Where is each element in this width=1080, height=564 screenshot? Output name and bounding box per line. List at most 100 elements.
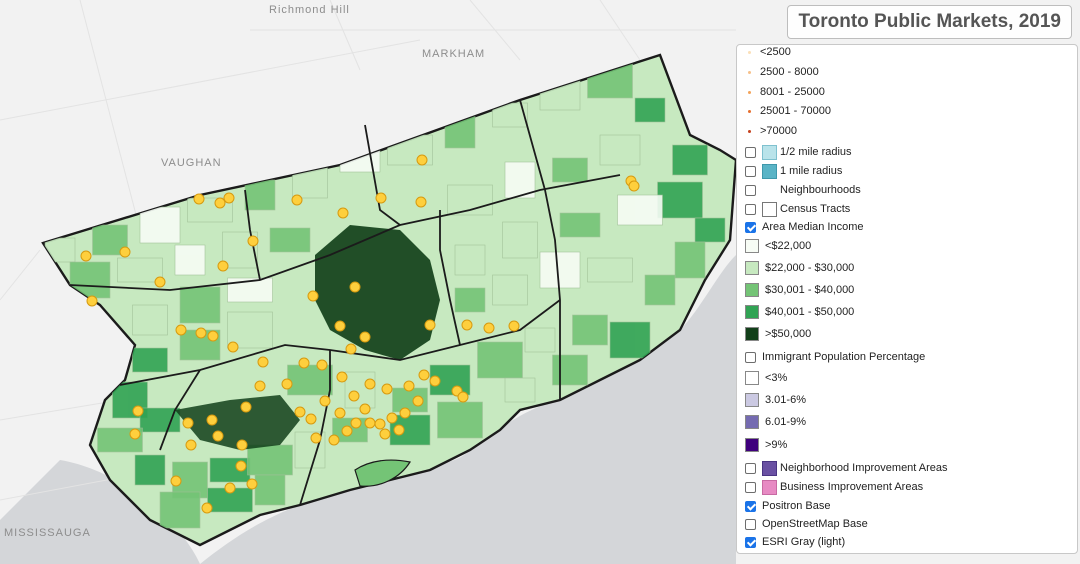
layer-toggle-census-tracts[interactable]: Census Tracts [745, 200, 850, 218]
market-marker[interactable] [319, 395, 331, 407]
market-marker[interactable] [359, 331, 371, 343]
market-marker[interactable] [195, 327, 207, 339]
market-marker[interactable] [379, 428, 391, 440]
market-marker[interactable] [334, 407, 346, 419]
market-marker[interactable] [236, 439, 248, 451]
market-marker[interactable] [374, 418, 386, 430]
layer-checkbox-checked[interactable] [745, 536, 756, 548]
market-marker[interactable] [291, 194, 303, 206]
market-marker[interactable] [307, 290, 319, 302]
market-marker[interactable] [348, 390, 360, 402]
market-marker[interactable] [227, 341, 239, 353]
layer-checkbox[interactable] [745, 184, 756, 196]
legend-market-size-3: 8001 - 25000 [745, 83, 825, 101]
market-marker[interactable] [461, 319, 473, 331]
market-marker[interactable] [185, 439, 197, 451]
market-marker[interactable] [386, 412, 398, 424]
market-marker[interactable] [175, 324, 187, 336]
legend-market-size-5: >70000 [745, 122, 797, 140]
market-marker[interactable] [359, 403, 371, 415]
market-marker[interactable] [334, 320, 346, 332]
market-marker[interactable] [224, 482, 236, 494]
layer-toggle-one-mile-radius[interactable]: 1 mile radius [745, 162, 842, 180]
market-marker[interactable] [364, 417, 376, 429]
market-marker[interactable] [403, 380, 415, 392]
layer-toggle-neighborhood-improvement-areas[interactable]: Neighborhood Improvement Areas [745, 459, 948, 477]
market-marker[interactable] [375, 192, 387, 204]
layer-legend-panel[interactable]: <2500 2500 - 8000 8001 - 25000 25001 - 7… [736, 44, 1078, 554]
market-marker[interactable] [246, 478, 258, 490]
market-marker[interactable] [628, 180, 640, 192]
layer-toggle-area-median-income[interactable]: Area Median Income [745, 218, 864, 236]
market-marker[interactable] [132, 405, 144, 417]
market-marker[interactable] [457, 391, 469, 403]
market-marker[interactable] [257, 356, 269, 368]
market-marker[interactable] [337, 207, 349, 219]
market-marker[interactable] [217, 260, 229, 272]
market-marker[interactable] [429, 375, 441, 387]
market-marker[interactable] [328, 434, 340, 446]
legend-income-class-5: >$50,000 [745, 325, 811, 343]
layer-toggle-immigrant-population[interactable]: Immigrant Population Percentage [745, 348, 925, 366]
market-marker[interactable] [424, 319, 436, 331]
census-tract [644, 274, 676, 306]
layer-checkbox[interactable] [745, 481, 756, 493]
layer-toggle-half-mile-radius[interactable]: 1/2 mile radius [745, 143, 852, 161]
layer-toggle-neighbourhoods[interactable]: Neighbourhoods [745, 181, 861, 199]
layer-checkbox[interactable] [745, 518, 756, 530]
market-marker[interactable] [399, 407, 411, 419]
market-marker[interactable] [201, 502, 213, 514]
market-marker[interactable] [316, 359, 328, 371]
layer-checkbox[interactable] [745, 203, 756, 215]
market-marker[interactable] [418, 369, 430, 381]
layer-checkbox[interactable] [745, 165, 756, 177]
market-marker[interactable] [80, 250, 92, 262]
census-tract [657, 181, 703, 219]
market-marker[interactable] [206, 414, 218, 426]
market-marker[interactable] [212, 430, 224, 442]
market-marker[interactable] [305, 413, 317, 425]
market-marker[interactable] [207, 330, 219, 342]
layer-checkbox[interactable] [745, 146, 756, 158]
market-marker[interactable] [393, 424, 405, 436]
market-marker[interactable] [281, 378, 293, 390]
market-marker[interactable] [508, 320, 520, 332]
basemap-toggle-esri-gray[interactable]: ESRI Gray (light) [745, 533, 845, 551]
boundary-swatch-icon [762, 201, 777, 217]
market-marker[interactable] [154, 276, 166, 288]
basemap-toggle-openstreetmap[interactable]: OpenStreetMap Base [745, 515, 868, 533]
market-marker[interactable] [350, 417, 362, 429]
market-marker[interactable] [182, 417, 194, 429]
market-marker[interactable] [416, 154, 428, 166]
market-marker[interactable] [483, 322, 495, 334]
market-marker[interactable] [364, 378, 376, 390]
market-marker[interactable] [193, 193, 205, 205]
market-marker[interactable] [214, 197, 226, 209]
market-marker[interactable] [349, 281, 361, 293]
market-marker[interactable] [336, 371, 348, 383]
basemap-toggle-positron[interactable]: Positron Base [745, 497, 830, 515]
market-marker[interactable] [170, 475, 182, 487]
market-marker[interactable] [341, 425, 353, 437]
layer-checkbox-checked[interactable] [745, 221, 756, 233]
market-marker[interactable] [381, 383, 393, 395]
layer-toggle-business-improvement-areas[interactable]: Business Improvement Areas [745, 478, 923, 496]
market-marker[interactable] [223, 192, 235, 204]
market-marker[interactable] [119, 246, 131, 258]
market-marker[interactable] [298, 357, 310, 369]
market-marker[interactable] [235, 460, 247, 472]
layer-checkbox-checked[interactable] [745, 500, 756, 512]
legend-income-class-2: $22,000 - $30,000 [745, 259, 854, 277]
market-marker[interactable] [86, 295, 98, 307]
market-marker[interactable] [294, 406, 306, 418]
market-marker[interactable] [247, 235, 259, 247]
layer-checkbox[interactable] [745, 462, 756, 474]
market-marker[interactable] [415, 196, 427, 208]
layer-checkbox[interactable] [745, 351, 756, 363]
market-marker[interactable] [240, 401, 252, 413]
market-marker[interactable] [345, 343, 357, 355]
market-marker[interactable] [129, 428, 141, 440]
market-marker[interactable] [254, 380, 266, 392]
market-marker[interactable] [310, 432, 322, 444]
market-marker[interactable] [412, 395, 424, 407]
